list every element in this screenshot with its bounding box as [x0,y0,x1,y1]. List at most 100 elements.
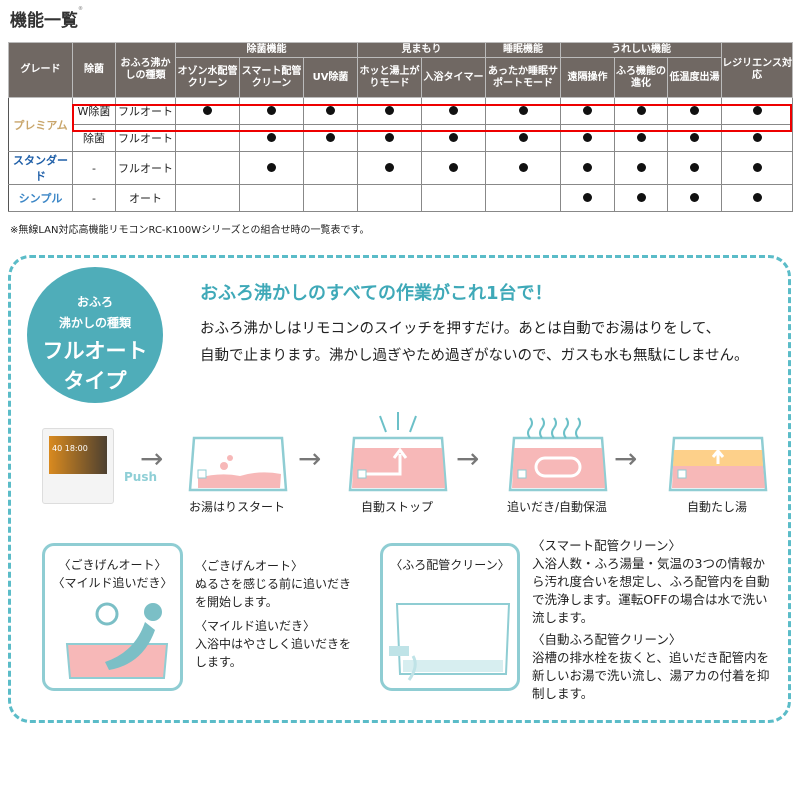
table-row: プレミアム W除菌 フルオート [8,97,794,152]
type-badge: おふろ 沸かしの種類 フルオート タイプ [27,267,163,403]
header-group: うれしい機能 [560,42,723,58]
header-group: 除菌機能 [174,42,359,58]
box-title: 〈ふろ配管クリーン〉 [390,558,510,572]
tub-add-water-icon [668,436,768,492]
gokigen-auto-illustration: 〈ごきげんオート〉 〈マイルド追いだき〉 [42,543,183,691]
feature-dot-cell [614,184,669,212]
subheading: 〈自動ふろ配管クリーン〉 [532,632,682,647]
feature-dot-cell [560,97,616,125]
feature-dot-cell [614,124,669,152]
arrow-right-icon: → [614,442,638,475]
type-cell: フルオート [115,151,176,185]
remote-controller-image: 40 18:00 [42,428,114,504]
header-col: あったか睡眠サポートモード [485,57,562,98]
header-col: ふろ機能の進化 [614,57,669,98]
body-text: 浴槽の排水栓を抜くと、追いだき配管内を新しいお湯で洗い流し、湯アカの付着を抑制し… [532,650,770,701]
table-row: シンプル - オート [8,184,794,212]
body-text: 入浴中はやさしく追いだきをします。 [195,637,352,669]
push-label: Push [124,470,158,484]
header-type: おふろ沸かしの種類 [115,42,176,98]
feature-dot-cell [421,151,487,185]
feature-empty-cell [175,184,240,212]
feature-dot-cell [667,184,723,212]
tub-reheat-icon [508,417,608,492]
grade-cell: プレミアム [8,97,73,152]
grade-cell: スタンダード [8,151,73,185]
header-grade: グレード [8,42,73,98]
bath-steps-illustration [188,412,768,492]
tub-filling-icon [188,436,288,492]
feature-dot-cell [721,124,794,152]
step-label: 追いだき/自動保温 [506,500,608,514]
header-jokin: 除菌 [72,42,116,98]
feature-table: グレード 除菌 おふろ沸かしの種類 除菌機能 見まもり 睡眠機能 うれしい機能 … [8,42,794,212]
highlight-box [72,104,792,132]
remote-temp: 40 [52,444,63,453]
arrow-right-icon: → [298,442,322,475]
header-col: UV除菌 [302,57,359,98]
badge-type: フルオート [42,339,148,363]
badge-line: 沸かしの種類 [58,316,131,330]
body-text: ぬるさを感じる前に追いだきを開始します。 [195,577,352,609]
arrow-right-icon: → [456,442,480,475]
feature-empty-cell [357,184,423,212]
headline: おふろ沸かしのすべての作業がこれ1台で！ [200,283,553,304]
header-col: ホッと湯上がりモード [357,57,423,98]
feature-dot-cell [667,151,723,185]
box-title: 〈マイルド追いだき〉 [52,576,173,590]
pipe-clean-description: 〈スマート配管クリーン〉 入浴人数・ふろ湯量・気温の3つの情報から汚れ度合いを想… [532,537,772,703]
table-note: ※無線LAN対応高機能リモコンRC-K100Wシリーズとの組合せ時の一覧表です。 [10,225,370,236]
jokin-cell: - [72,184,116,212]
box-title: 〈ごきげんオート〉 [58,558,167,572]
step-label: お湯はりスタート [188,500,285,514]
registered-mark: ® [78,6,83,12]
subheading: 〈ごきげんオート〉 [195,559,304,573]
header-col: 遠隔操作 [560,57,616,98]
feature-empty-cell [421,184,487,212]
feature-empty-cell [302,184,359,212]
feature-dot-cell [721,184,794,212]
feature-empty-cell [239,184,304,212]
badge-type: タイプ [63,369,127,393]
feature-empty-cell [302,151,359,185]
step-label: 自動ストップ [360,500,433,514]
badge-line: おふろ [76,295,113,309]
remote-time: 18:00 [64,444,88,453]
fullauto-panel [8,255,791,723]
feature-dot-cell [721,151,794,185]
feature-dot-cell [357,151,423,185]
description: おふろ沸かしはリモコンのスイッチを押すだけ。あとは自動でお湯はりをして、 自動で止… [200,316,780,370]
grade-cell: シンプル [8,184,73,212]
header-col: オゾン水配管クリーン [175,57,240,98]
feature-dot-cell [560,151,616,185]
table-row: スタンダード - フルオート [8,151,794,185]
step-label: 自動たし湯 [686,500,747,514]
feature-dot-cell [667,124,723,152]
header-col: 低温度出湯 [667,57,723,98]
bath-person-icon [65,602,169,679]
pipe-clean-tub-icon [389,603,511,681]
feature-dot-cell [485,151,562,185]
subheading: 〈マイルド追いだき〉 [195,619,316,633]
arrow-right-icon: → [140,442,164,475]
feature-dot-cell [614,151,669,185]
remote-screen: 40 18:00 [49,436,107,474]
feature-dot-cell [239,151,304,185]
type-cell: オート [115,184,176,212]
header-col: 入浴タイマー [421,57,487,98]
feature-dot-cell [239,124,304,152]
header-group: 睡眠機能 [485,42,562,58]
subheading: 〈スマート配管クリーン〉 [532,538,682,553]
pipe-clean-illustration: 〈ふろ配管クリーン〉 [380,543,520,691]
tub-auto-stop-icon [348,412,448,492]
header-resilience: レジリエンス対応 [721,42,794,98]
description-line: おふろ沸かしはリモコンのスイッチを押すだけ。あとは自動でお湯はりをして、 [200,321,721,337]
feature-empty-cell [485,184,562,212]
header-group: 見まもり [357,42,487,58]
feature-empty-cell [175,151,240,185]
page-title: 機能一覧® [10,6,83,31]
gokigen-description: 〈ごきげんオート〉 ぬるさを感じる前に追いだきを開始します。 〈マイルド追いだき… [195,557,355,671]
body-text: 入浴人数・ふろ湯量・気温の3つの情報から汚れ度合いを想定し、ふろ配管内を自動で洗… [532,556,770,625]
feature-dot-cell [560,184,616,212]
jokin-cell: - [72,151,116,185]
